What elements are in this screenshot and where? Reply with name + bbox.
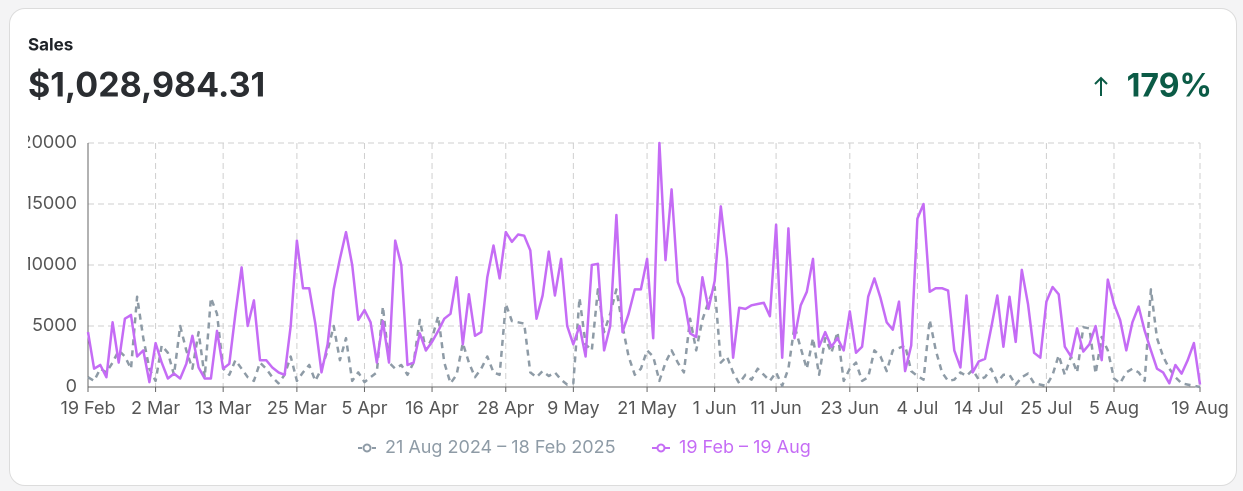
card-title: Sales <box>28 36 73 56</box>
x-tick-label: 11 Jun <box>750 398 801 419</box>
series-line <box>87 285 1201 389</box>
change: 179% <box>1127 66 1212 105</box>
x-tick-label: 9 May <box>547 398 599 419</box>
x-tick-label: 4 Jul <box>896 398 938 419</box>
card <box>9 8 1237 486</box>
x-tick-label: 19 Aug <box>1171 398 1229 419</box>
x-tick-label: 25 Mar <box>267 398 327 419</box>
x-tick-label: 21 May <box>617 398 677 419</box>
x-tick-label: 19 Feb <box>61 398 116 419</box>
x-tick-label: 28 Apr <box>477 398 535 419</box>
y-tick-label: 10000 <box>24 254 77 275</box>
legend-item: 21 Aug 2024 – 18 Feb 2025 <box>358 437 616 458</box>
x-tick-label: 16 Apr <box>405 398 459 419</box>
x-tick-label: 5 Aug <box>1089 398 1139 419</box>
legend-marker <box>656 443 666 453</box>
legend-label: 19 Feb – 19 Aug <box>679 437 811 458</box>
y-tick-label: 15000 <box>25 193 77 214</box>
x-tick-label: 2 Mar <box>131 398 180 419</box>
change-arrow <box>1094 76 1108 96</box>
x-tick-label: 23 Jun <box>820 398 879 419</box>
series-line <box>86 141 1202 385</box>
x-tick-label: 13 Mar <box>195 398 252 419</box>
y-tick-label: 5000 <box>32 315 77 336</box>
x-tick-label: 5 Apr <box>341 398 387 419</box>
legend-label: 21 Aug 2024 – 18 Feb 2025 <box>385 437 616 458</box>
y-tick-label: 0 <box>66 376 77 397</box>
x-tick-label: 1 Jun <box>693 398 737 419</box>
legend-marker <box>362 443 372 453</box>
legend-item: 19 Feb – 19 Aug <box>652 437 811 458</box>
y-tick-label: 20000 <box>21 132 77 153</box>
total: $1,028,984.31 <box>28 64 265 105</box>
x-tick-label: 25 Jul <box>1020 398 1072 419</box>
x-tick-label: 14 Jul <box>954 398 1003 419</box>
